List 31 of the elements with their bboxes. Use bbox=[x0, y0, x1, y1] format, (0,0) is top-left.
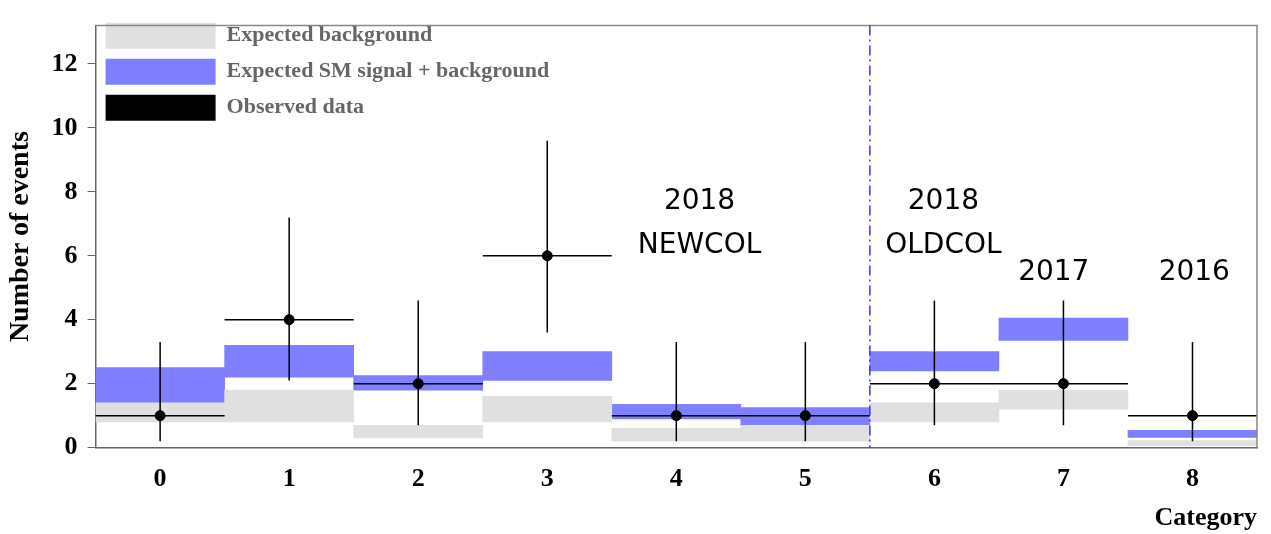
annotation: 2018 OLDCOL bbox=[885, 183, 1003, 261]
bar bbox=[1127, 430, 1257, 438]
legend-label: Expected background bbox=[226, 21, 433, 47]
y-tick-label: 12 bbox=[51, 47, 78, 77]
annotation: 2017 bbox=[1018, 253, 1090, 287]
x-tick-label: 8 bbox=[1185, 462, 1199, 492]
y-tick-label: 8 bbox=[64, 175, 78, 205]
y-tick-label: 10 bbox=[51, 111, 78, 141]
bar bbox=[869, 351, 1000, 372]
x-tick-label: 7 bbox=[1056, 462, 1070, 492]
bar bbox=[482, 396, 613, 423]
x-axis-title: Category bbox=[1154, 502, 1257, 532]
legend-label: Expected SM signal + background bbox=[226, 57, 550, 83]
annotation: 2018 NEWCOL bbox=[637, 183, 762, 261]
y-tick-label: 2 bbox=[64, 367, 78, 397]
x-tick-label: 4 bbox=[669, 462, 683, 492]
bar bbox=[1127, 440, 1257, 447]
y-axis-title: Number of events bbox=[3, 130, 35, 343]
x-tick-label: 6 bbox=[927, 462, 941, 492]
legend-label: Observed data bbox=[226, 93, 365, 119]
x-tick-label: 0 bbox=[153, 462, 167, 492]
x-tick-label: 5 bbox=[798, 462, 812, 492]
y-tick-label: 6 bbox=[64, 239, 78, 269]
x-tick-label: 3 bbox=[540, 462, 554, 492]
y-tick-label: 0 bbox=[64, 431, 78, 461]
bar bbox=[353, 424, 484, 439]
x-tick-label: 1 bbox=[282, 462, 296, 492]
x-tick-label: 2 bbox=[411, 462, 425, 492]
annotation: 2016 bbox=[1158, 253, 1230, 287]
bar bbox=[998, 317, 1129, 341]
y-tick-label: 4 bbox=[64, 303, 78, 333]
